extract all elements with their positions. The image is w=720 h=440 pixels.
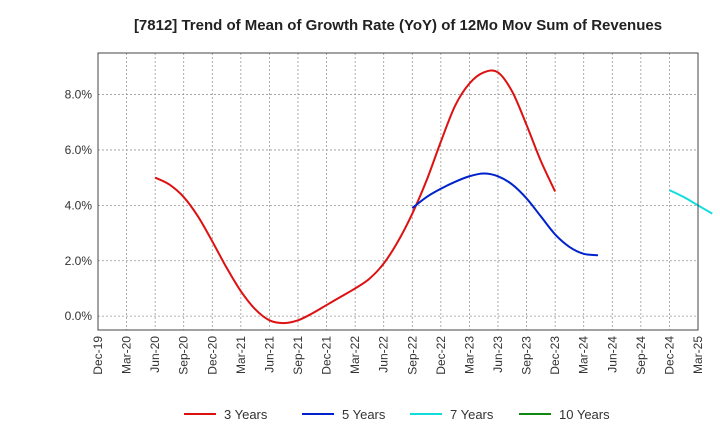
series-line-3-years — [154, 69, 557, 325]
x-tick-label: Sep-21 — [291, 336, 305, 375]
y-tick-label: 4.0% — [65, 198, 93, 212]
legend-label: 7 Years — [450, 407, 494, 422]
x-tick-label: Dec-21 — [320, 336, 334, 375]
x-tick-label: Mar-24 — [577, 336, 591, 374]
x-tick-label: Dec-24 — [662, 336, 676, 375]
x-tick-label: Mar-23 — [462, 336, 476, 374]
x-tick-label: Jun-23 — [491, 336, 505, 373]
x-tick-label: Mar-25 — [691, 336, 705, 374]
legend-label: 10 Years — [559, 407, 610, 422]
y-tick-label: 6.0% — [65, 143, 93, 157]
legend: 3 Years 5 Years 7 Years 10 Years — [184, 407, 610, 422]
x-tick-label: Sep-20 — [177, 336, 191, 375]
x-axis-ticks: Dec-19 Mar-20 Jun-20 Sep-20 Dec-20 Mar-21 Jun-… — [91, 336, 705, 375]
grid — [98, 53, 698, 330]
y-tick-label: 2.0% — [65, 254, 93, 268]
x-tick-label: Jun-24 — [605, 336, 619, 373]
legend-label: 5 Years — [342, 407, 386, 422]
series-lines — [154, 69, 713, 325]
x-tick-label: Jun-20 — [148, 336, 162, 373]
x-tick-label: Dec-20 — [205, 336, 219, 375]
x-tick-label: Jun-22 — [377, 336, 391, 373]
x-tick-label: Sep-22 — [405, 336, 419, 375]
y-tick-label: 0.0% — [65, 309, 93, 323]
chart-title: [7812] Trend of Mean of Growth Rate (YoY… — [134, 17, 662, 34]
series-line-7-years — [668, 189, 713, 215]
plot-frame — [97, 52, 699, 331]
x-tick-label: Dec-22 — [434, 336, 448, 375]
y-tick-label: 8.0% — [65, 88, 93, 102]
x-tick-label: Sep-24 — [634, 336, 648, 375]
x-tick-label: Dec-23 — [548, 336, 562, 375]
x-tick-label: Dec-19 — [91, 336, 105, 375]
x-tick-label: Mar-22 — [348, 336, 362, 374]
x-tick-label: Mar-21 — [234, 336, 248, 374]
x-tick-label: Mar-20 — [120, 336, 134, 374]
x-tick-label: Sep-23 — [520, 336, 534, 375]
y-axis-ticks: 0.0% 2.0% 4.0% 6.0% 8.0% — [65, 88, 93, 324]
x-tick-label: Jun-21 — [262, 336, 276, 373]
series-line-5-years — [411, 172, 599, 257]
plot-area — [98, 53, 698, 330]
legend-label: 3 Years — [224, 407, 268, 422]
